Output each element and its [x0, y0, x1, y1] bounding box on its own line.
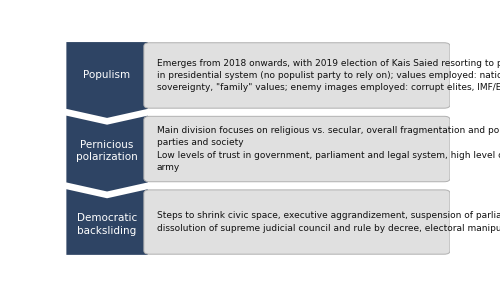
Text: Democratic
backsliding: Democratic backsliding: [77, 213, 137, 235]
FancyBboxPatch shape: [144, 43, 450, 108]
Text: Populism: Populism: [84, 71, 130, 81]
Text: Main division focuses on religious vs. secular, overall fragmentation and polari: Main division focuses on religious vs. s…: [156, 126, 500, 172]
Polygon shape: [66, 42, 148, 118]
Polygon shape: [66, 189, 148, 255]
FancyBboxPatch shape: [144, 190, 450, 254]
Text: Steps to shrink civic space, executive aggrandizement, suspension of parliament,: Steps to shrink civic space, executive a…: [156, 211, 500, 233]
Polygon shape: [66, 116, 148, 191]
FancyBboxPatch shape: [144, 116, 450, 182]
Text: Pernicious
polarization: Pernicious polarization: [76, 140, 138, 163]
Text: Emerges from 2018 onwards, with 2019 election of Kais Saied resorting to persona: Emerges from 2018 onwards, with 2019 ele…: [156, 59, 500, 92]
